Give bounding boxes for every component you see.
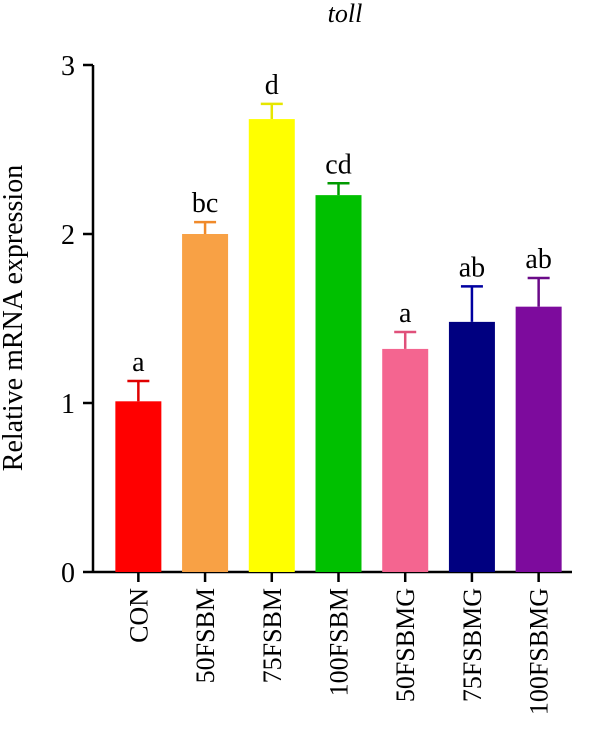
bar [182, 234, 229, 572]
x-tick-label: 100FSBM [325, 588, 354, 696]
bar [515, 306, 562, 572]
error-bars [127, 102, 550, 402]
bar [448, 321, 495, 572]
x-tick-label: 75FSBMG [458, 588, 487, 702]
x-tick-labels: CON 50FSBM 75FSBM 100FSBM 50FSBMG 75FSBMG 100F… [124, 588, 553, 715]
x-tick-label: 75FSBM [258, 588, 287, 683]
bar [382, 348, 429, 572]
significance-label: ab [525, 244, 551, 275]
y-axis-label: Relative mRNA expression [0, 165, 29, 471]
bar [115, 401, 162, 572]
y-tick-label: 1 [61, 389, 75, 420]
y-tick-label: 0 [61, 558, 75, 589]
significance-label: ab [459, 252, 485, 283]
significance-label: d [265, 70, 279, 101]
significance-labels: a bc d cd a ab ab [132, 70, 552, 378]
significance-label: cd [325, 149, 351, 180]
bars [115, 119, 562, 572]
x-tick-label: 50FSBM [191, 588, 220, 683]
x-tick-label: 50FSBMG [391, 588, 420, 702]
y-tick-labels: 0 1 2 3 [61, 51, 75, 589]
significance-label: a [399, 298, 412, 329]
chart-title: toll [328, 0, 363, 28]
x-tick-label: CON [124, 588, 153, 643]
bar [315, 195, 362, 572]
x-tick-label: 100FSBMG [525, 588, 554, 715]
significance-label: bc [192, 188, 218, 219]
y-tick-label: 2 [61, 220, 75, 251]
y-tick-label: 3 [61, 51, 75, 82]
bar [248, 119, 295, 572]
significance-label: a [132, 347, 145, 378]
